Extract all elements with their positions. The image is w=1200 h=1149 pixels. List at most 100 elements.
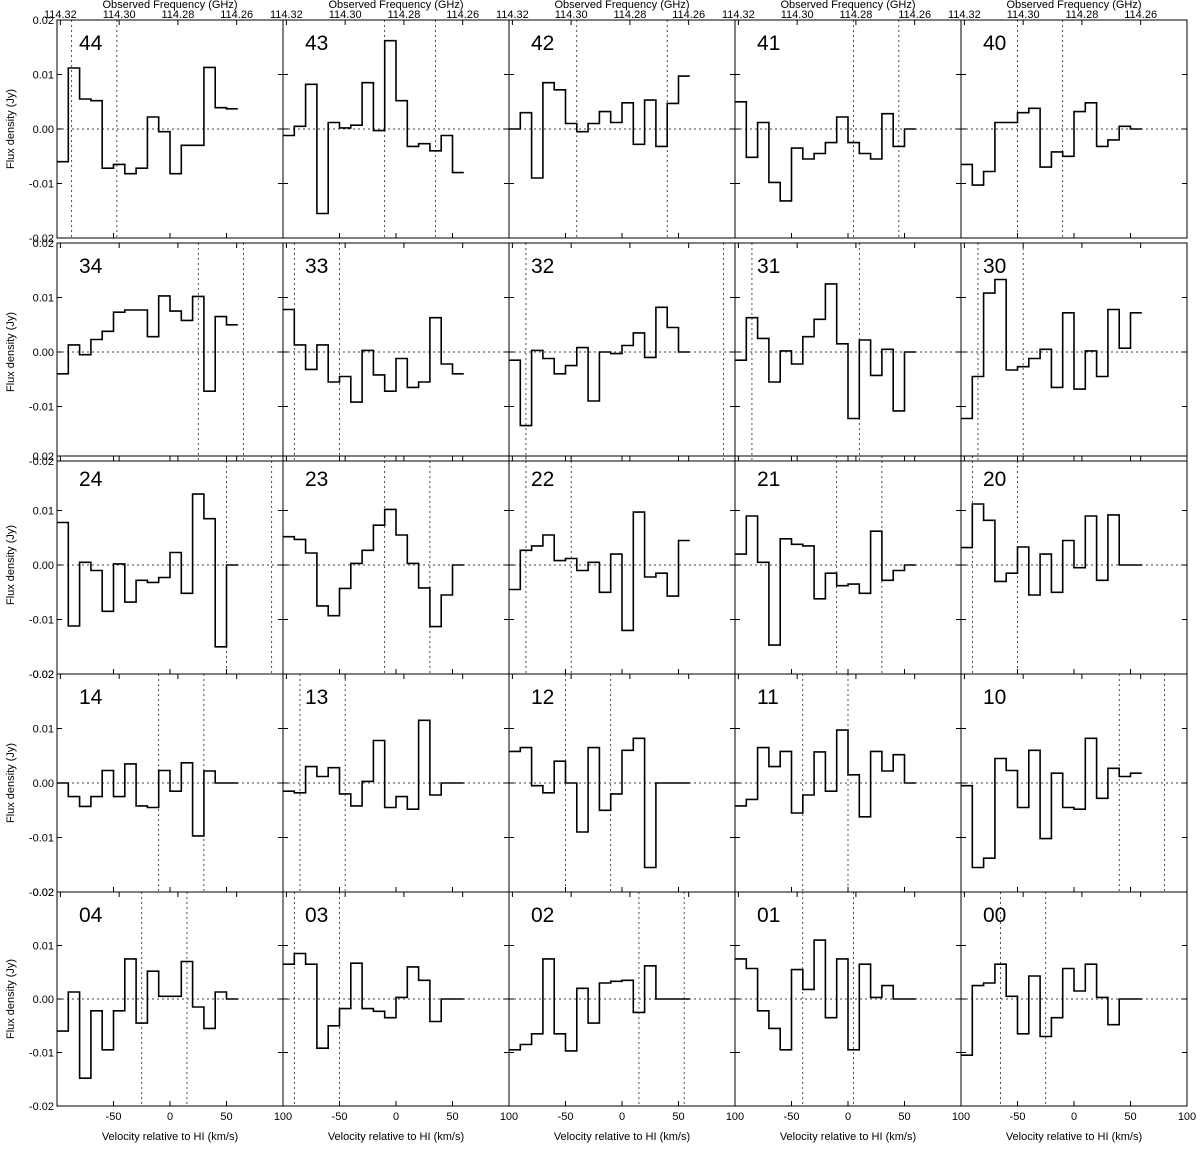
xtick-label: 0 [619,1111,625,1123]
panel-20-label: 20 [983,468,1006,491]
ytick-label: 0.01 [33,506,54,518]
top-axis-title: Observed Frequency (GHz) [328,0,463,11]
xtick-label: -50 [332,1111,348,1123]
panel-42-label: 42 [531,32,554,55]
panel-12-label: 12 [531,686,554,709]
panel-00-label: 00 [983,904,1006,927]
bottom-axis-title: Velocity relative to HI (km/s) [554,1131,690,1143]
x2tick-label: 114.28 [387,9,420,21]
bottom-axis-title: Velocity relative to HI (km/s) [780,1131,916,1143]
ytick-label: 0.00 [33,124,54,136]
xtick-label: -50 [784,1111,800,1123]
panel-24-label: 24 [79,468,103,491]
xtick-label: 0 [167,1111,173,1123]
xtick-label: -50 [558,1111,574,1123]
panel-32-spectrum-line [509,306,690,427]
panel-31-label: 31 [757,255,780,278]
x2tick-label: 114.28 [161,9,194,21]
ytick-label: -0.02 [29,233,54,245]
ytick-label: 0.02 [33,238,54,250]
ytick-label: 0.01 [33,724,54,736]
x2tick-label: 114.30 [1007,9,1040,21]
ytick-label: 0.00 [33,994,54,1006]
xtick-label: 50 [1124,1111,1136,1123]
x2tick-label: 114.26 [446,9,479,21]
ytick-label: 0.00 [33,560,54,572]
panel-31-spectrum-line [735,283,916,420]
ytick-label: 0.02 [33,669,54,681]
ytick-label: -0.01 [29,402,54,414]
panel-34-spectrum-line [57,295,238,392]
bottom-axis-title: Velocity relative to HI (km/s) [328,1131,464,1143]
panel-21-spectrum-line [735,515,916,646]
xtick-label: -50 [1010,1111,1026,1123]
panel-03-spectrum-line [283,952,464,1049]
panel-34-label: 34 [79,255,103,278]
ytick-label: 0.02 [33,15,54,27]
top-axis-title: Observed Frequency (GHz) [1006,0,1141,11]
panel-44-spectrum-line [57,66,238,175]
xtick-label: 0 [393,1111,399,1123]
xtick-label: 100 [274,1111,292,1123]
panel-00-spectrum-line [961,963,1142,1056]
panel-01-label: 01 [757,904,780,927]
x2tick-label: 114.26 [1124,9,1157,21]
panel-03-label: 03 [305,904,328,927]
panel-14-label: 14 [79,686,103,709]
x2tick-label: 114.28 [1065,9,1098,21]
panel-04-spectrum-line [57,958,238,1079]
panel-33-label: 33 [305,255,328,278]
x2tick-label: 114.30 [555,9,588,21]
panel-40-label: 40 [983,32,1006,55]
left-axis-title: Flux density (Jy) [5,312,17,392]
panel-44-label: 44 [79,32,103,55]
panel-24-spectrum-line [57,493,238,648]
panel-02-label: 02 [531,904,554,927]
left-axis-title: Flux density (Jy) [5,89,17,169]
top-axis-title: Observed Frequency (GHz) [102,0,237,11]
ytick-label: -0.01 [29,833,54,845]
ytick-label: -0.02 [29,669,54,681]
panel-14-spectrum-line [57,762,238,837]
xtick-label: 50 [446,1111,458,1123]
panel-11-spectrum-line [735,729,916,818]
ytick-label: 0.02 [33,887,54,899]
xtick-label: 50 [672,1111,684,1123]
panel-41-label: 41 [757,32,780,55]
panel-43-spectrum-line [283,39,464,215]
bottom-axis-title: Velocity relative to HI (km/s) [1006,1131,1142,1143]
x2tick-label: 114.26 [220,9,253,21]
panel-13-label: 13 [305,686,328,709]
panel-22-label: 22 [531,468,554,491]
ytick-label: 0.00 [33,347,54,359]
ytick-label: 0.01 [33,70,54,82]
ytick-label: -0.01 [29,179,54,191]
left-axis-title: Flux density (Jy) [5,743,17,823]
panel-23-spectrum-line [283,508,464,628]
x2tick-label: 114.26 [898,9,931,21]
x2tick-label: 114.30 [329,9,362,21]
panel-43-label: 43 [305,32,328,55]
xtick-label: 0 [845,1111,851,1123]
xtick-label: 100 [952,1111,970,1123]
panel-02-spectrum-line [509,958,690,1052]
x2tick-label: 114.28 [839,9,872,21]
x2tick-label: 114.30 [103,9,136,21]
panel-20-spectrum-line [961,503,1142,596]
panel-32-label: 32 [531,255,554,278]
xtick-label: 100 [500,1111,518,1123]
ytick-label: -0.02 [29,887,54,899]
panel-11-label: 11 [757,686,779,709]
xtick-label: 50 [898,1111,910,1123]
ytick-label: 0.01 [33,293,54,305]
panel-10-label: 10 [983,686,1006,709]
x2tick-label: 114.30 [781,9,814,21]
top-axis-title: Observed Frequency (GHz) [554,0,689,11]
panel-30-spectrum-line [961,278,1142,420]
panel-30-label: 30 [983,255,1006,278]
x2tick-label: 114.32 [948,9,981,21]
panel-04-label: 04 [79,904,103,927]
panel-41-spectrum-line [735,101,916,202]
panel-13-spectrum-line [283,719,464,810]
